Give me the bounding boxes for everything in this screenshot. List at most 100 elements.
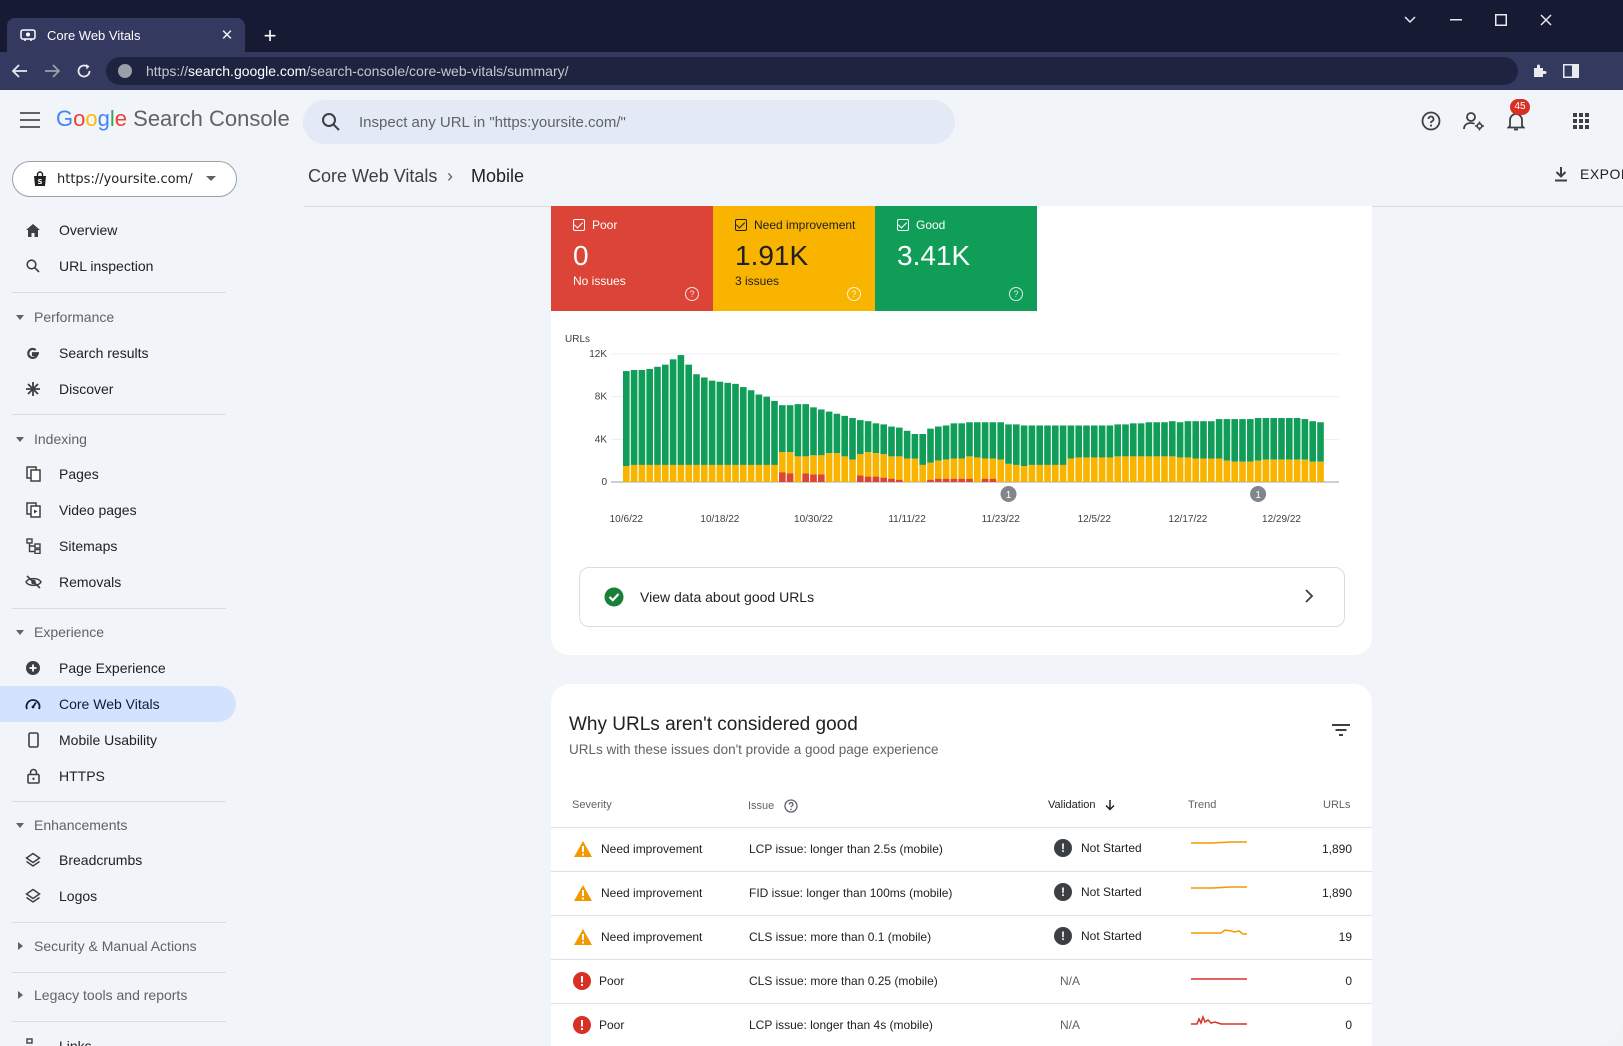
sidebar-item-overview[interactable]: Overview: [0, 212, 236, 248]
sidebar-item-video-pages[interactable]: Video pages: [0, 492, 236, 528]
search-placeholder: Inspect any URL in "https:yoursite.com/": [359, 113, 626, 131]
severity-cell: Need improvement: [573, 884, 702, 902]
bar-need-improvement: [740, 464, 747, 482]
bar-need-improvement: [685, 464, 692, 482]
bar-poor: [958, 478, 965, 482]
menu-icon[interactable]: [20, 112, 40, 128]
back-arrow-icon[interactable]: [8, 59, 32, 83]
poor-summary-box[interactable]: Poor 0 No issues ?: [551, 206, 713, 311]
apps-grid-icon[interactable]: [1568, 108, 1594, 134]
bar-need-improvement: [716, 464, 724, 482]
help-icon[interactable]: ?: [847, 287, 861, 301]
search-icon: [322, 113, 340, 131]
forward-arrow-icon[interactable]: [40, 59, 64, 83]
tab-search-icon[interactable]: [1396, 8, 1424, 32]
breadcrumb-parent[interactable]: Core Web Vitals: [308, 166, 438, 186]
sidebar-section-indexing[interactable]: Indexing: [0, 424, 236, 454]
sidebar-item-label: Links: [59, 1038, 92, 1046]
sidebar-item-sitemaps[interactable]: Sitemaps: [0, 528, 236, 564]
bar-need-improvement: [1309, 461, 1316, 482]
bar-good: [880, 424, 887, 455]
bar-good: [896, 427, 903, 457]
address-bar[interactable]: https://search.google.com/search-console…: [106, 57, 1518, 85]
sidebar-item-links[interactable]: Links: [0, 1028, 236, 1046]
chevron-right-icon: [1305, 589, 1314, 603]
bar-need-improvement: [958, 458, 965, 482]
row-divider: [551, 959, 1372, 960]
annotation-marker: [1000, 486, 1017, 502]
bar-need-improvement: [1239, 461, 1246, 482]
property-selector[interactable]: S https://yoursite.com/: [12, 161, 237, 197]
maximize-icon[interactable]: [1487, 8, 1515, 32]
bar-need-improvement: [825, 453, 833, 482]
column-header-validation[interactable]: Validation: [1048, 799, 1116, 811]
sidebar-item-url-inspection[interactable]: URL inspection: [0, 248, 236, 284]
close-window-icon[interactable]: [1532, 8, 1560, 32]
bar-good: [677, 355, 685, 465]
sidebar-item-logos[interactable]: Logos: [0, 878, 236, 914]
sidebar-item-removals[interactable]: Removals: [0, 564, 236, 600]
minimize-icon[interactable]: [1442, 8, 1470, 32]
bar-good: [950, 423, 958, 459]
sidebar-item-page-experience[interactable]: Page Experience: [0, 650, 236, 686]
issue-name: FID issue: longer than 100ms (mobile): [749, 886, 953, 900]
sidebar-section-performance[interactable]: Performance: [0, 302, 236, 332]
new-tab-button[interactable]: +: [263, 23, 277, 48]
checkbox-checked-icon[interactable]: [735, 219, 747, 231]
info-exclamation-icon: !: [1054, 927, 1072, 945]
good-summary-box[interactable]: Good 3.41K ?: [875, 206, 1037, 311]
sidebar-section-security[interactable]: Security & Manual Actions: [0, 931, 236, 961]
bar-good: [1083, 425, 1090, 458]
sidebar-section-experience[interactable]: Experience: [0, 617, 236, 647]
help-icon[interactable]: ?: [1009, 287, 1023, 301]
bar-need-improvement: [919, 464, 926, 482]
sidebar-item-discover[interactable]: Discover: [0, 371, 236, 407]
bar-need-improvement: [802, 456, 809, 482]
asterisk-icon: [24, 380, 42, 398]
bar-poor: [950, 478, 958, 482]
site-info-icon[interactable]: [118, 64, 132, 78]
checkbox-checked-icon[interactable]: [573, 219, 585, 231]
table-row[interactable]: Need improvement LCP issue: longer than 2…: [551, 827, 1372, 871]
bar-need-improvement: [841, 456, 848, 482]
sidebar-item-search-results[interactable]: Search results: [0, 335, 236, 371]
reload-icon[interactable]: [72, 59, 96, 83]
side-panel-icon[interactable]: [1561, 61, 1581, 81]
export-button[interactable]: EXPORT: [1554, 166, 1623, 182]
column-header-urls[interactable]: URLs: [1323, 799, 1351, 811]
bar-good: [1020, 425, 1028, 466]
table-row[interactable]: Poor LCP issue: longer than 4s (mobile) N/…: [551, 1003, 1372, 1046]
close-tab-icon[interactable]: ✕: [220, 27, 234, 44]
column-header-severity[interactable]: Severity: [572, 799, 612, 811]
extensions-puzzle-icon[interactable]: [1529, 61, 1549, 81]
bar-good: [833, 413, 841, 454]
sidebar-section-enhancements[interactable]: Enhancements: [0, 810, 236, 840]
help-icon[interactable]: ?: [685, 287, 699, 301]
table-row[interactable]: Need improvement CLS issue: more than 0.1…: [551, 915, 1372, 959]
column-header-trend[interactable]: Trend: [1188, 799, 1217, 811]
sidebar-item-pages[interactable]: Pages: [0, 456, 236, 492]
help-icon[interactable]: [1418, 108, 1444, 134]
checkbox-checked-icon[interactable]: [897, 219, 909, 231]
user-settings-icon[interactable]: [1461, 108, 1487, 134]
trend-sparkline: [1191, 969, 1249, 992]
sidebar-item-https[interactable]: HTTPS: [0, 758, 236, 794]
browser-tab[interactable]: Core Web Vitals ✕: [7, 18, 245, 52]
sidebar-item-mobile-usability[interactable]: Mobile Usability: [0, 722, 236, 758]
table-row[interactable]: Need improvement FID issue: longer than 1…: [551, 871, 1372, 915]
search-console-logo[interactable]: Google Search Console: [56, 106, 290, 131]
need-improvement-summary-box[interactable]: Need improvement 1.91K 3 issues ?: [713, 206, 875, 311]
help-icon[interactable]: [784, 799, 798, 813]
sidebar-section-legacy[interactable]: Legacy tools and reports: [0, 980, 236, 1010]
view-good-urls-link[interactable]: View data about good URLs: [579, 567, 1345, 627]
annotation-marker: [1250, 486, 1267, 502]
filter-icon[interactable]: [1332, 724, 1350, 736]
url-inspect-search[interactable]: Inspect any URL in "https:yoursite.com/": [303, 100, 955, 144]
bar-good: [927, 428, 934, 463]
sidebar-item-core-web-vitals[interactable]: Core Web Vitals: [0, 686, 236, 722]
table-row[interactable]: Poor CLS issue: more than 0.25 (mobile) N/…: [551, 959, 1372, 1003]
bar-good: [1130, 423, 1137, 457]
validation-cell: ! Not Started: [1054, 839, 1142, 857]
column-header-issue[interactable]: Issue: [748, 799, 798, 813]
sidebar-item-breadcrumbs[interactable]: Breadcrumbs: [0, 842, 236, 878]
